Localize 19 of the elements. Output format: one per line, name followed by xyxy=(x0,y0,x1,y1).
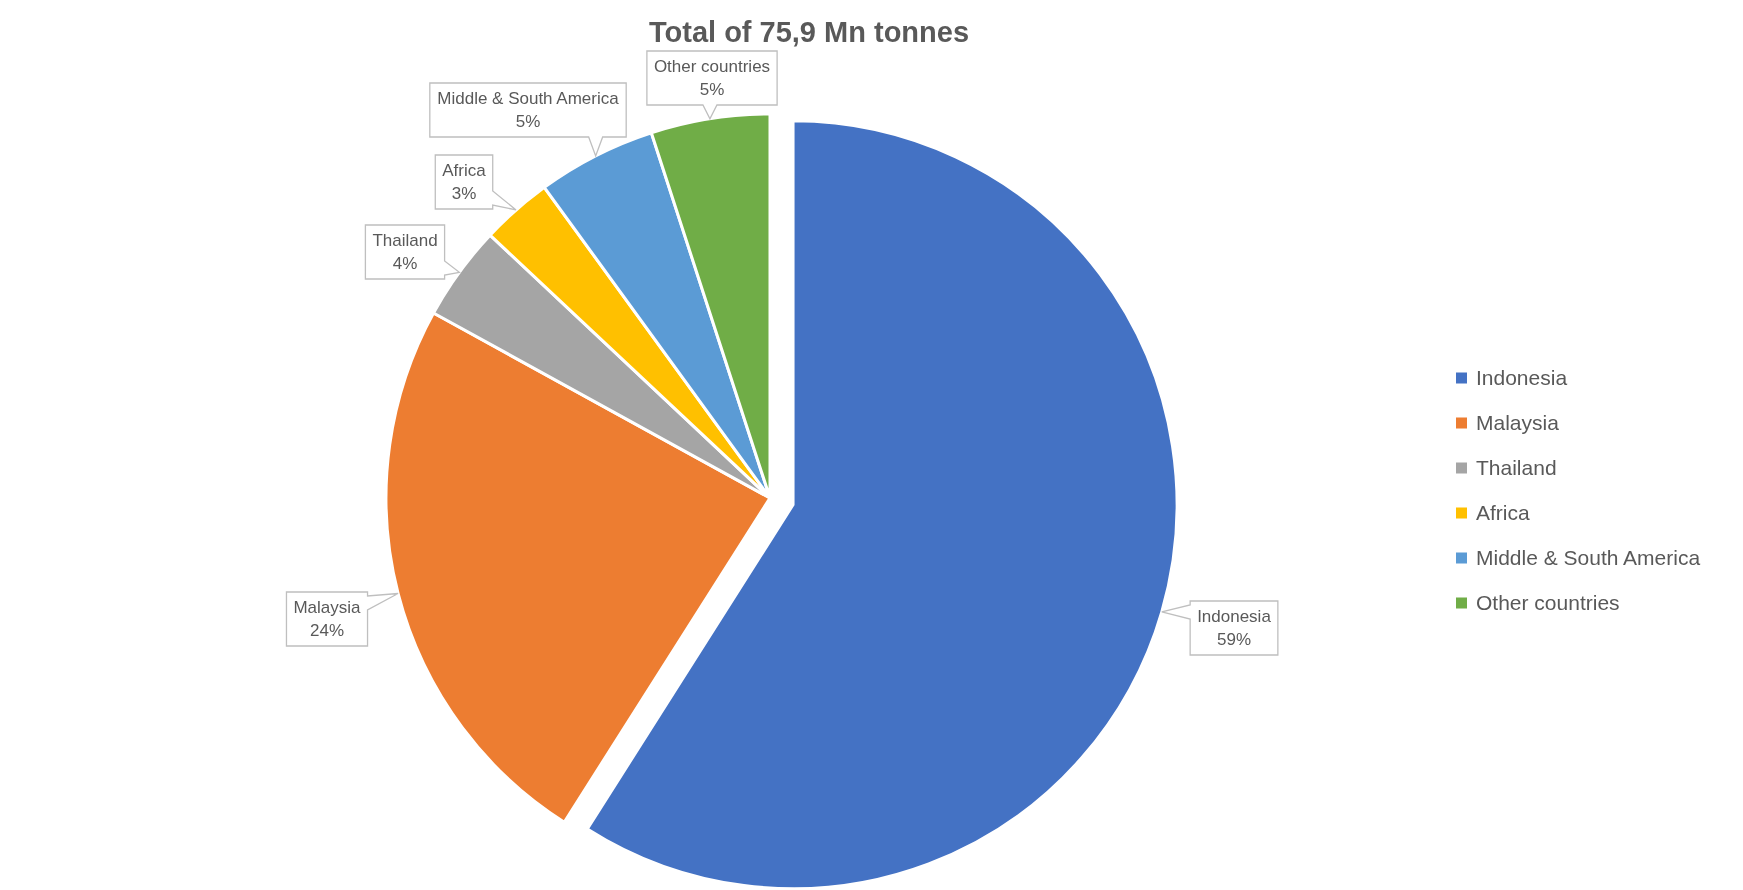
data-label: 3% xyxy=(451,184,477,204)
slice-label: Thailand xyxy=(372,231,438,251)
slice-label: Other countries xyxy=(653,57,771,77)
legend-label: Middle & South America xyxy=(1476,546,1701,570)
slice-label: Indonesia xyxy=(1197,607,1272,627)
data-label: 4% xyxy=(392,254,418,274)
legend-label: Thailand xyxy=(1476,456,1557,480)
data-label: 5% xyxy=(515,112,541,132)
legend-label: Indonesia xyxy=(1476,366,1568,390)
data-label: 59% xyxy=(1216,630,1252,650)
slice-label: Middle & South America xyxy=(437,89,620,109)
data-label: 24% xyxy=(309,621,345,641)
legend-label: Malaysia xyxy=(1476,411,1560,435)
legend-label: Other countries xyxy=(1476,591,1620,615)
chart-title: Total of 75,9 Mn tonnes xyxy=(648,16,970,48)
slice-label: Malaysia xyxy=(293,598,362,618)
legend-label: Africa xyxy=(1476,501,1530,525)
data-label: 5% xyxy=(699,80,725,100)
slice-label: Africa xyxy=(442,161,487,181)
